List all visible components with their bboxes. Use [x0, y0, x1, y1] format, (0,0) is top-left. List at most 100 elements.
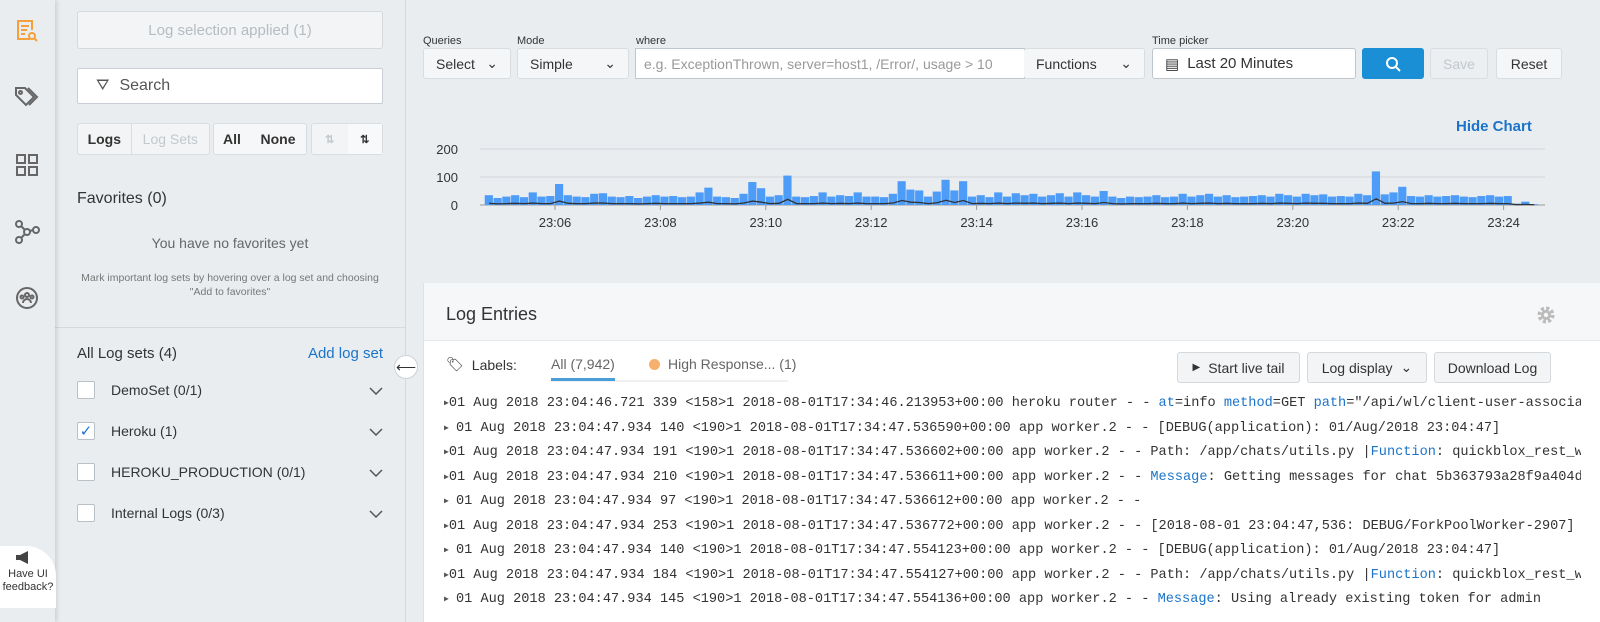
favorites-hint: Mark important log sets by hovering over…: [81, 272, 379, 298]
tab-log-sets[interactable]: Log Sets: [142, 131, 198, 147]
feedback-button[interactable]: Have UI feedback?: [0, 546, 56, 608]
dashboard-icon[interactable]: [10, 148, 44, 182]
histogram-bar: [844, 196, 854, 205]
histogram-bar: [897, 181, 906, 205]
expand-icon[interactable]: ▶: [444, 423, 449, 433]
expand-icon[interactable]: ▶: [444, 546, 449, 555]
tab-high-response[interactable]: High Response... (1): [649, 356, 796, 382]
chevron-down-icon: ⌄: [486, 55, 498, 71]
histogram-bar: [1336, 196, 1345, 205]
log-set-item[interactable]: HEROKU_PRODUCTION (0/1): [77, 460, 383, 484]
workflow-icon[interactable]: [10, 215, 44, 249]
expand-icon[interactable]: ▶: [444, 497, 449, 506]
expand-icon[interactable]: ▶: [444, 595, 449, 604]
log-field-key[interactable]: Message: [1157, 592, 1215, 607]
log-set-item[interactable]: ✓ Heroku (1): [77, 419, 383, 443]
log-field-key[interactable]: Function: [1370, 567, 1436, 583]
histogram-bar: [1442, 196, 1451, 205]
log-entry-row[interactable]: ▶ 01 Aug 2018 23:04:47.934 140 <190>1 201…: [444, 417, 1581, 442]
reset-button[interactable]: Reset: [1496, 48, 1562, 79]
histogram-bar: [572, 196, 581, 205]
tab-all-labels[interactable]: All (7,942): [551, 356, 615, 381]
log-field-key[interactable]: path: [1313, 396, 1347, 411]
histogram-bar: [1117, 198, 1126, 205]
favorites-empty: You have no favorites yet: [151, 235, 309, 251]
add-log-set-link[interactable]: Add log set: [307, 345, 383, 362]
log-entry-row[interactable]: ▶ 01 Aug 2018 23:04:47.934 140 <190>1 201…: [444, 539, 1581, 564]
log-field-key[interactable]: method: [1223, 396, 1273, 411]
histogram-bar: [1240, 196, 1249, 205]
sort-az-icon[interactable]: ⇅: [325, 133, 335, 146]
download-log-button[interactable]: Download Log: [1434, 352, 1551, 383]
expand-icon[interactable]: ▶: [444, 448, 449, 457]
histogram-bar: [836, 195, 845, 205]
tab-logs[interactable]: Logs: [78, 124, 132, 154]
log-field-key[interactable]: at: [1158, 396, 1175, 411]
select-none-button[interactable]: None: [260, 131, 296, 147]
mode-select[interactable]: Simple ⌄: [517, 48, 629, 79]
x-tick-label: 23:24: [1487, 215, 1520, 230]
log-entries-title: Log Entries: [446, 304, 538, 324]
gear-icon[interactable]: [1536, 305, 1556, 325]
histogram-bar: [590, 193, 599, 205]
log-entry-row[interactable]: ▶ 01 Aug 2018 23:04:46.721 339 <158>1 201…: [444, 392, 1581, 417]
log-set-item[interactable]: Internal Logs (0/3): [77, 501, 383, 525]
expand-icon[interactable]: ▶: [444, 521, 449, 531]
checkbox[interactable]: [77, 504, 95, 522]
start-live-tail-button[interactable]: ▶ Start live tail: [1177, 352, 1300, 383]
log-search-input[interactable]: ⛛ Search: [77, 68, 383, 104]
histogram-bar: [695, 192, 704, 205]
time-picker[interactable]: ▤ Last 20 Minutes: [1152, 48, 1356, 79]
log-field-key[interactable]: Message: [1150, 469, 1208, 485]
save-button[interactable]: Save: [1430, 48, 1488, 79]
log-display-button[interactable]: Log display ⌄: [1307, 352, 1427, 383]
histogram-bar: [1204, 193, 1214, 205]
histogram-bar: [1494, 196, 1503, 205]
hide-chart-link[interactable]: Hide Chart: [1456, 118, 1532, 135]
histogram-bar: [484, 195, 493, 205]
chevron-down-icon[interactable]: [369, 464, 383, 480]
histogram-bar: [669, 196, 678, 205]
select-all-button[interactable]: All: [223, 131, 241, 147]
histogram-bar: [1450, 195, 1460, 205]
functions-select[interactable]: Functions ⌄: [1024, 48, 1145, 79]
team-icon[interactable]: [10, 281, 44, 315]
checkbox[interactable]: [77, 381, 95, 399]
log-entry-row[interactable]: ▶ 01 Aug 2018 23:04:47.934 191 <190>1 201…: [444, 441, 1581, 466]
chevron-down-icon[interactable]: [369, 505, 383, 521]
chevron-down-icon[interactable]: [369, 382, 383, 398]
histogram-bar: [941, 179, 950, 205]
collapse-panel-button[interactable]: ⟵: [394, 355, 418, 379]
expand-icon[interactable]: ▶: [444, 472, 449, 482]
tags-icon[interactable]: [10, 80, 44, 114]
expand-icon[interactable]: ▶: [444, 570, 449, 580]
checkbox[interactable]: [77, 463, 95, 481]
log-entry-row[interactable]: ▶ 01 Aug 2018 23:04:47.934 253 <190>1 201…: [444, 515, 1581, 540]
histogram-bar: [765, 196, 774, 205]
histogram-bar: [1046, 195, 1056, 205]
histogram-bar: [818, 192, 827, 205]
time-picker-label: Time picker: [1152, 35, 1209, 47]
histogram-bar: [1345, 196, 1354, 205]
x-tick-label: 23:18: [1171, 215, 1204, 230]
log-entry-row[interactable]: ▶ 01 Aug 2018 23:04:47.934 210 <190>1 201…: [444, 466, 1581, 491]
histogram-bar: [1459, 196, 1468, 205]
log-search-icon[interactable]: [10, 14, 44, 48]
histogram-bar: [748, 182, 757, 205]
log-selection-applied-button[interactable]: Log selection applied (1): [77, 11, 383, 49]
nav-rail: Have UI feedback?: [0, 0, 56, 622]
queries-label: Queries: [423, 35, 462, 47]
log-entry-row[interactable]: ▶ 01 Aug 2018 23:04:47.934 97 <190>1 2018…: [444, 490, 1581, 515]
checkbox[interactable]: ✓: [77, 422, 95, 440]
queries-select[interactable]: Select ⌄: [423, 48, 511, 79]
log-entry-row[interactable]: ▶ 01 Aug 2018 23:04:47.934 184 <190>1 201…: [444, 564, 1581, 589]
expand-icon[interactable]: ▶: [444, 399, 449, 408]
log-text: 01 Aug 2018 23:04:47.934 145 <190>1 2018…: [456, 592, 1158, 607]
chevron-down-icon[interactable]: [369, 423, 383, 439]
search-button[interactable]: [1362, 48, 1424, 79]
sort-za-icon[interactable]: ⇅: [347, 124, 382, 154]
log-field-key[interactable]: Function: [1370, 445, 1436, 460]
log-entry-row[interactable]: ▶ 01 Aug 2018 23:04:47.934 145 <190>1 201…: [444, 588, 1581, 613]
log-set-item[interactable]: DemoSet (0/1): [77, 378, 383, 402]
where-input[interactable]: e.g. ExceptionThrown, server=host1, /Err…: [635, 48, 1025, 79]
